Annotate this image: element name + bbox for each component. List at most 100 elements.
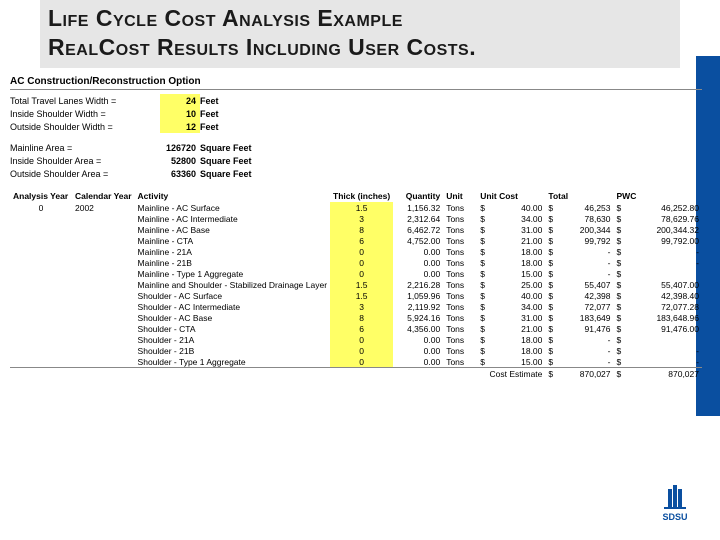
cell-activity: Mainline - AC Intermediate [135, 213, 330, 224]
cell-activity: Mainline - 21A [135, 246, 330, 257]
param-unit: Square Feet [200, 167, 280, 180]
table-row: 02002Mainline - AC Surface1.51,156.32Ton… [10, 202, 702, 213]
cell-uc: 18.00 [487, 246, 545, 257]
cell-uc: 18.00 [487, 257, 545, 268]
cell-thick: 0 [330, 257, 393, 268]
cell-qty: 0.00 [393, 268, 443, 279]
cell-qty: 6,462.72 [393, 224, 443, 235]
cell-dollar-pwc: $ [614, 268, 624, 279]
cell-calendar-year [72, 213, 135, 224]
cell-dollar-uc: $ [477, 213, 487, 224]
cell-uc: 34.00 [487, 301, 545, 312]
cell-total: 46,253 [555, 202, 613, 213]
cell-uc: 15.00 [487, 268, 545, 279]
cell-dollar-total: $ [545, 334, 555, 345]
cell-total: - [555, 356, 613, 367]
table-row: Mainline - Type 1 Aggregate00.00Tons$15.… [10, 268, 702, 279]
cell-calendar-year [72, 345, 135, 356]
cell-qty: 1,156.32 [393, 202, 443, 213]
cell-dollar-total: $ [545, 301, 555, 312]
cost-table: Analysis Year Calendar Year Activity Thi… [10, 190, 702, 379]
col-total: Total [545, 190, 613, 202]
col-pwc: PWC [614, 190, 702, 202]
cell-thick: 0 [330, 356, 393, 367]
cell-total: 99,792 [555, 235, 613, 246]
cell-uc: 31.00 [487, 224, 545, 235]
cell-pwc: 183,648.96 [624, 312, 702, 323]
cell-dollar-total: $ [545, 279, 555, 290]
cell-qty: 2,119.92 [393, 301, 443, 312]
param-value: 12 [160, 120, 200, 133]
table-row: Mainline and Shoulder - Stabilized Drain… [10, 279, 702, 290]
param-unit: Square Feet [200, 141, 280, 154]
cell-dollar-pwc: $ [614, 224, 624, 235]
cell-dollar-total: $ [545, 246, 555, 257]
cell-dollar-pwc: $ [614, 345, 624, 356]
cell-thick: 6 [330, 323, 393, 334]
cell-calendar-year [72, 312, 135, 323]
cell-pwc: 55,407.00 [624, 279, 702, 290]
param-unit: Feet [200, 94, 280, 107]
cell-qty: 2,312.64 [393, 213, 443, 224]
cell-dollar-pwc: $ [614, 334, 624, 345]
cell-qty: 0.00 [393, 334, 443, 345]
cell-dollar-uc: $ [477, 268, 487, 279]
cell-dollar-uc: $ [477, 224, 487, 235]
cell-pwc: 42,398.40 [624, 290, 702, 301]
title-line-1: Life Cycle Cost Analysis Example [48, 5, 403, 31]
cell-uc: 25.00 [487, 279, 545, 290]
cell-calendar-year [72, 224, 135, 235]
col-quantity: Quantity [393, 190, 443, 202]
table-row: Mainline - AC Intermediate32,312.64Tons$… [10, 213, 702, 224]
cell-dollar-uc: $ [477, 290, 487, 301]
content-area: AC Construction/Reconstruction Option To… [10, 76, 702, 379]
cell-thick: 6 [330, 235, 393, 246]
cell-thick: 8 [330, 312, 393, 323]
cell-pwc: 99,792.00 [624, 235, 702, 246]
cell-dollar-uc: $ [477, 323, 487, 334]
cell-thick: 1.5 [330, 279, 393, 290]
cost-estimate-label: Cost Estimate [443, 367, 545, 379]
cell-dollar-uc: $ [477, 279, 487, 290]
cell-dollar-total: $ [545, 213, 555, 224]
cell-qty: 4,356.00 [393, 323, 443, 334]
cell-dollar-total: $ [545, 345, 555, 356]
cell-unit: Tons [443, 279, 477, 290]
cell-analysis-year: 0 [10, 202, 72, 213]
cell-dollar-uc: $ [477, 301, 487, 312]
cell-pwc: 46,252.80 [624, 202, 702, 213]
cell-thick: 1.5 [330, 290, 393, 301]
col-thick: Thick (inches) [330, 190, 393, 202]
param-value: 24 [160, 94, 200, 107]
cell-pwc: 91,476.00 [624, 323, 702, 334]
param-row: Mainline Area =126720Square Feet [10, 141, 280, 154]
cell-calendar-year [72, 301, 135, 312]
cell-unit: Tons [443, 235, 477, 246]
cell-activity: Mainline - Type 1 Aggregate [135, 268, 330, 279]
cell-analysis-year [10, 213, 72, 224]
cell-uc: 40.00 [487, 290, 545, 301]
table-row: Shoulder - 21B00.00Tons$18.00$-$- [10, 345, 702, 356]
table-row: Shoulder - AC Intermediate32,119.92Tons$… [10, 301, 702, 312]
cell-qty: 4,752.00 [393, 235, 443, 246]
cell-thick: 0 [330, 246, 393, 257]
cell-unit: Tons [443, 334, 477, 345]
cell-unit: Tons [443, 268, 477, 279]
table-row: Mainline - AC Base86,462.72Tons$31.00$20… [10, 224, 702, 235]
width-params: Total Travel Lanes Width =24FeetInside S… [10, 94, 280, 133]
cell-calendar-year [72, 268, 135, 279]
cell-dollar-pwc: $ [614, 202, 624, 213]
cell-dollar-total: $ [545, 224, 555, 235]
cell-qty: 5,924.16 [393, 312, 443, 323]
cell-unit: Tons [443, 224, 477, 235]
cell-dollar-total: $ [545, 268, 555, 279]
cell-unit: Tons [443, 257, 477, 268]
cell-dollar-pwc: $ [614, 279, 624, 290]
cell-dollar-pwc: $ [614, 301, 624, 312]
cell-activity: Shoulder - Type 1 Aggregate [135, 356, 330, 367]
cell-unit: Tons [443, 213, 477, 224]
cell-analysis-year [10, 312, 72, 323]
cell-unit: Tons [443, 246, 477, 257]
cell-total: 91,476 [555, 323, 613, 334]
param-label: Mainline Area = [10, 141, 160, 154]
